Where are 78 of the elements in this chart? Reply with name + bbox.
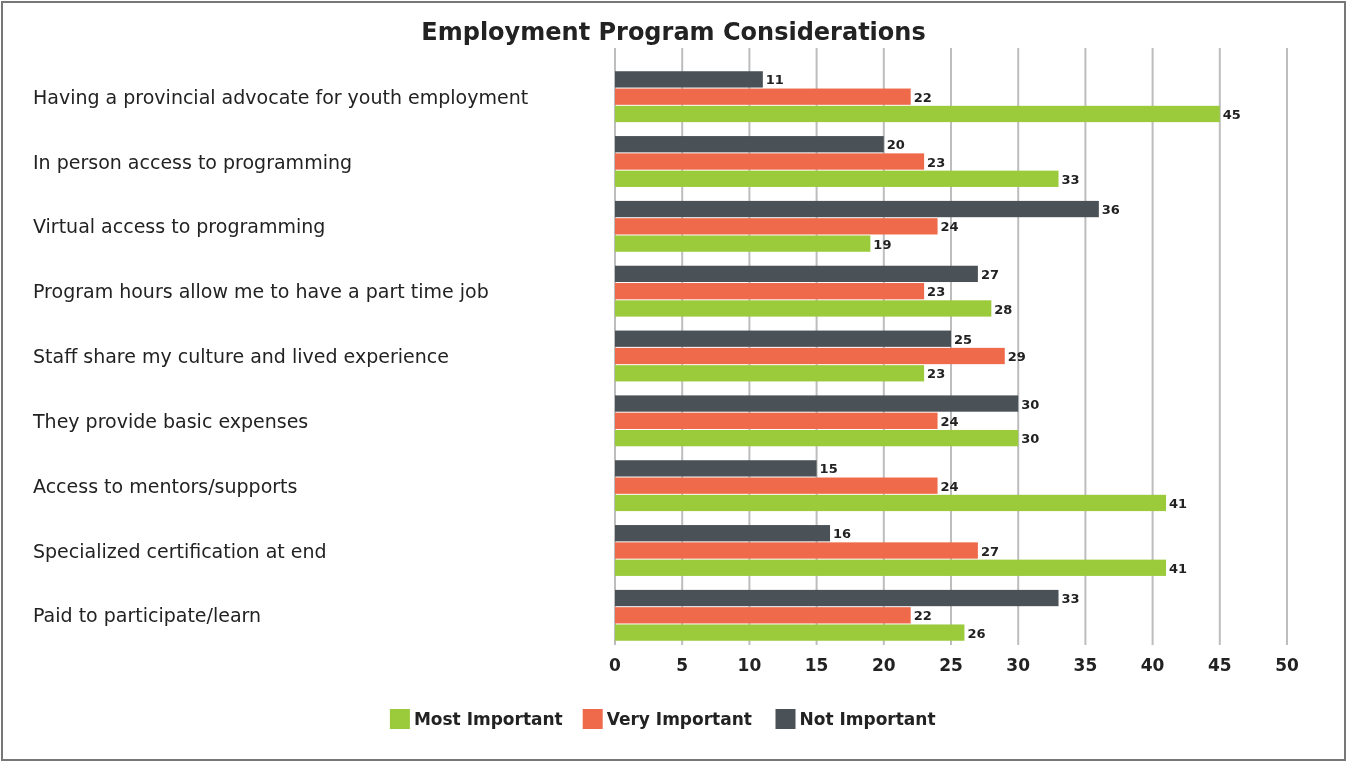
y-tick-label: They provide basic expenses xyxy=(32,409,309,432)
bar xyxy=(615,235,871,252)
bar xyxy=(615,347,1005,365)
bar xyxy=(615,624,965,641)
x-tick-label: 50 xyxy=(1275,655,1299,675)
data-label: 27 xyxy=(980,543,999,559)
x-tick-label: 15 xyxy=(804,655,829,675)
x-tick-label: 20 xyxy=(871,655,896,675)
bar xyxy=(615,283,925,300)
bar xyxy=(615,300,992,317)
bar xyxy=(615,218,938,235)
x-tick-label: 35 xyxy=(1073,655,1098,675)
legend-label: Not Important xyxy=(799,708,936,729)
data-label: 41 xyxy=(1169,496,1188,511)
bar xyxy=(615,265,978,283)
data-label: 25 xyxy=(954,331,973,347)
data-label: 19 xyxy=(873,236,892,252)
y-tick-label: Specialized certification at end xyxy=(33,539,327,562)
data-label: 20 xyxy=(886,137,905,153)
y-tick-label: Program hours allow me to have a part time job xyxy=(33,280,489,303)
legend-label: Very Important xyxy=(606,708,752,729)
bar xyxy=(615,525,831,542)
bar xyxy=(615,365,925,382)
bar xyxy=(615,136,884,153)
data-label: 29 xyxy=(1007,349,1026,365)
data-label: 33 xyxy=(1061,591,1080,607)
data-label: 27 xyxy=(980,266,999,282)
data-label: 30 xyxy=(1021,431,1040,447)
bar xyxy=(615,589,1059,607)
data-label: 23 xyxy=(927,154,946,170)
y-tick-label: Access to mentors/supports xyxy=(33,474,298,497)
data-label: 15 xyxy=(819,461,838,477)
x-tick-label: 5 xyxy=(676,655,689,675)
data-label: 24 xyxy=(940,413,959,429)
bar xyxy=(615,330,951,347)
data-label: 33 xyxy=(1061,171,1080,187)
bar xyxy=(615,542,978,559)
bar xyxy=(615,170,1059,187)
data-label: 23 xyxy=(927,284,946,300)
data-label: 36 xyxy=(1101,202,1120,218)
x-tick-label: 10 xyxy=(737,655,762,675)
data-label: 24 xyxy=(940,478,959,494)
y-tick-label: Virtual access to programming xyxy=(33,215,326,238)
bar xyxy=(615,200,1099,218)
data-label: 23 xyxy=(927,366,946,382)
chart-title: Employment Program Considerations xyxy=(421,18,926,46)
x-tick-label: 45 xyxy=(1207,655,1232,675)
bar xyxy=(615,477,938,494)
bar xyxy=(615,395,1019,412)
data-label: 11 xyxy=(765,72,784,88)
data-label: 16 xyxy=(833,526,852,542)
data-label: 24 xyxy=(940,219,959,235)
y-tick-label: In person access to programming xyxy=(33,150,353,173)
y-tick-label: Staff share my culture and lived experience xyxy=(33,345,449,368)
data-label: 30 xyxy=(1021,396,1040,412)
bar xyxy=(615,153,925,170)
bar xyxy=(615,559,1167,576)
bar xyxy=(615,429,1019,447)
bar xyxy=(615,494,1167,512)
legend-label: Most Important xyxy=(413,708,563,729)
data-label: 22 xyxy=(913,608,932,624)
x-tick-label: 25 xyxy=(939,655,963,675)
x-tick-label: 0 xyxy=(609,655,622,675)
data-label: 26 xyxy=(967,625,986,641)
bar xyxy=(615,412,938,429)
bar xyxy=(615,460,817,477)
bar xyxy=(615,105,1220,123)
x-tick-label: 40 xyxy=(1140,655,1165,675)
data-label: 28 xyxy=(994,301,1013,317)
bar xyxy=(615,607,911,624)
bar xyxy=(615,71,763,88)
x-tick-label: 30 xyxy=(1006,655,1031,675)
data-label: 41 xyxy=(1169,560,1188,576)
data-label: 22 xyxy=(913,89,932,105)
y-tick-label: Having a provincial advocate for youth employment xyxy=(33,85,529,108)
y-tick-label: Paid to participate/learn xyxy=(33,604,262,627)
data-label: 45 xyxy=(1222,107,1241,123)
bar xyxy=(615,88,911,105)
